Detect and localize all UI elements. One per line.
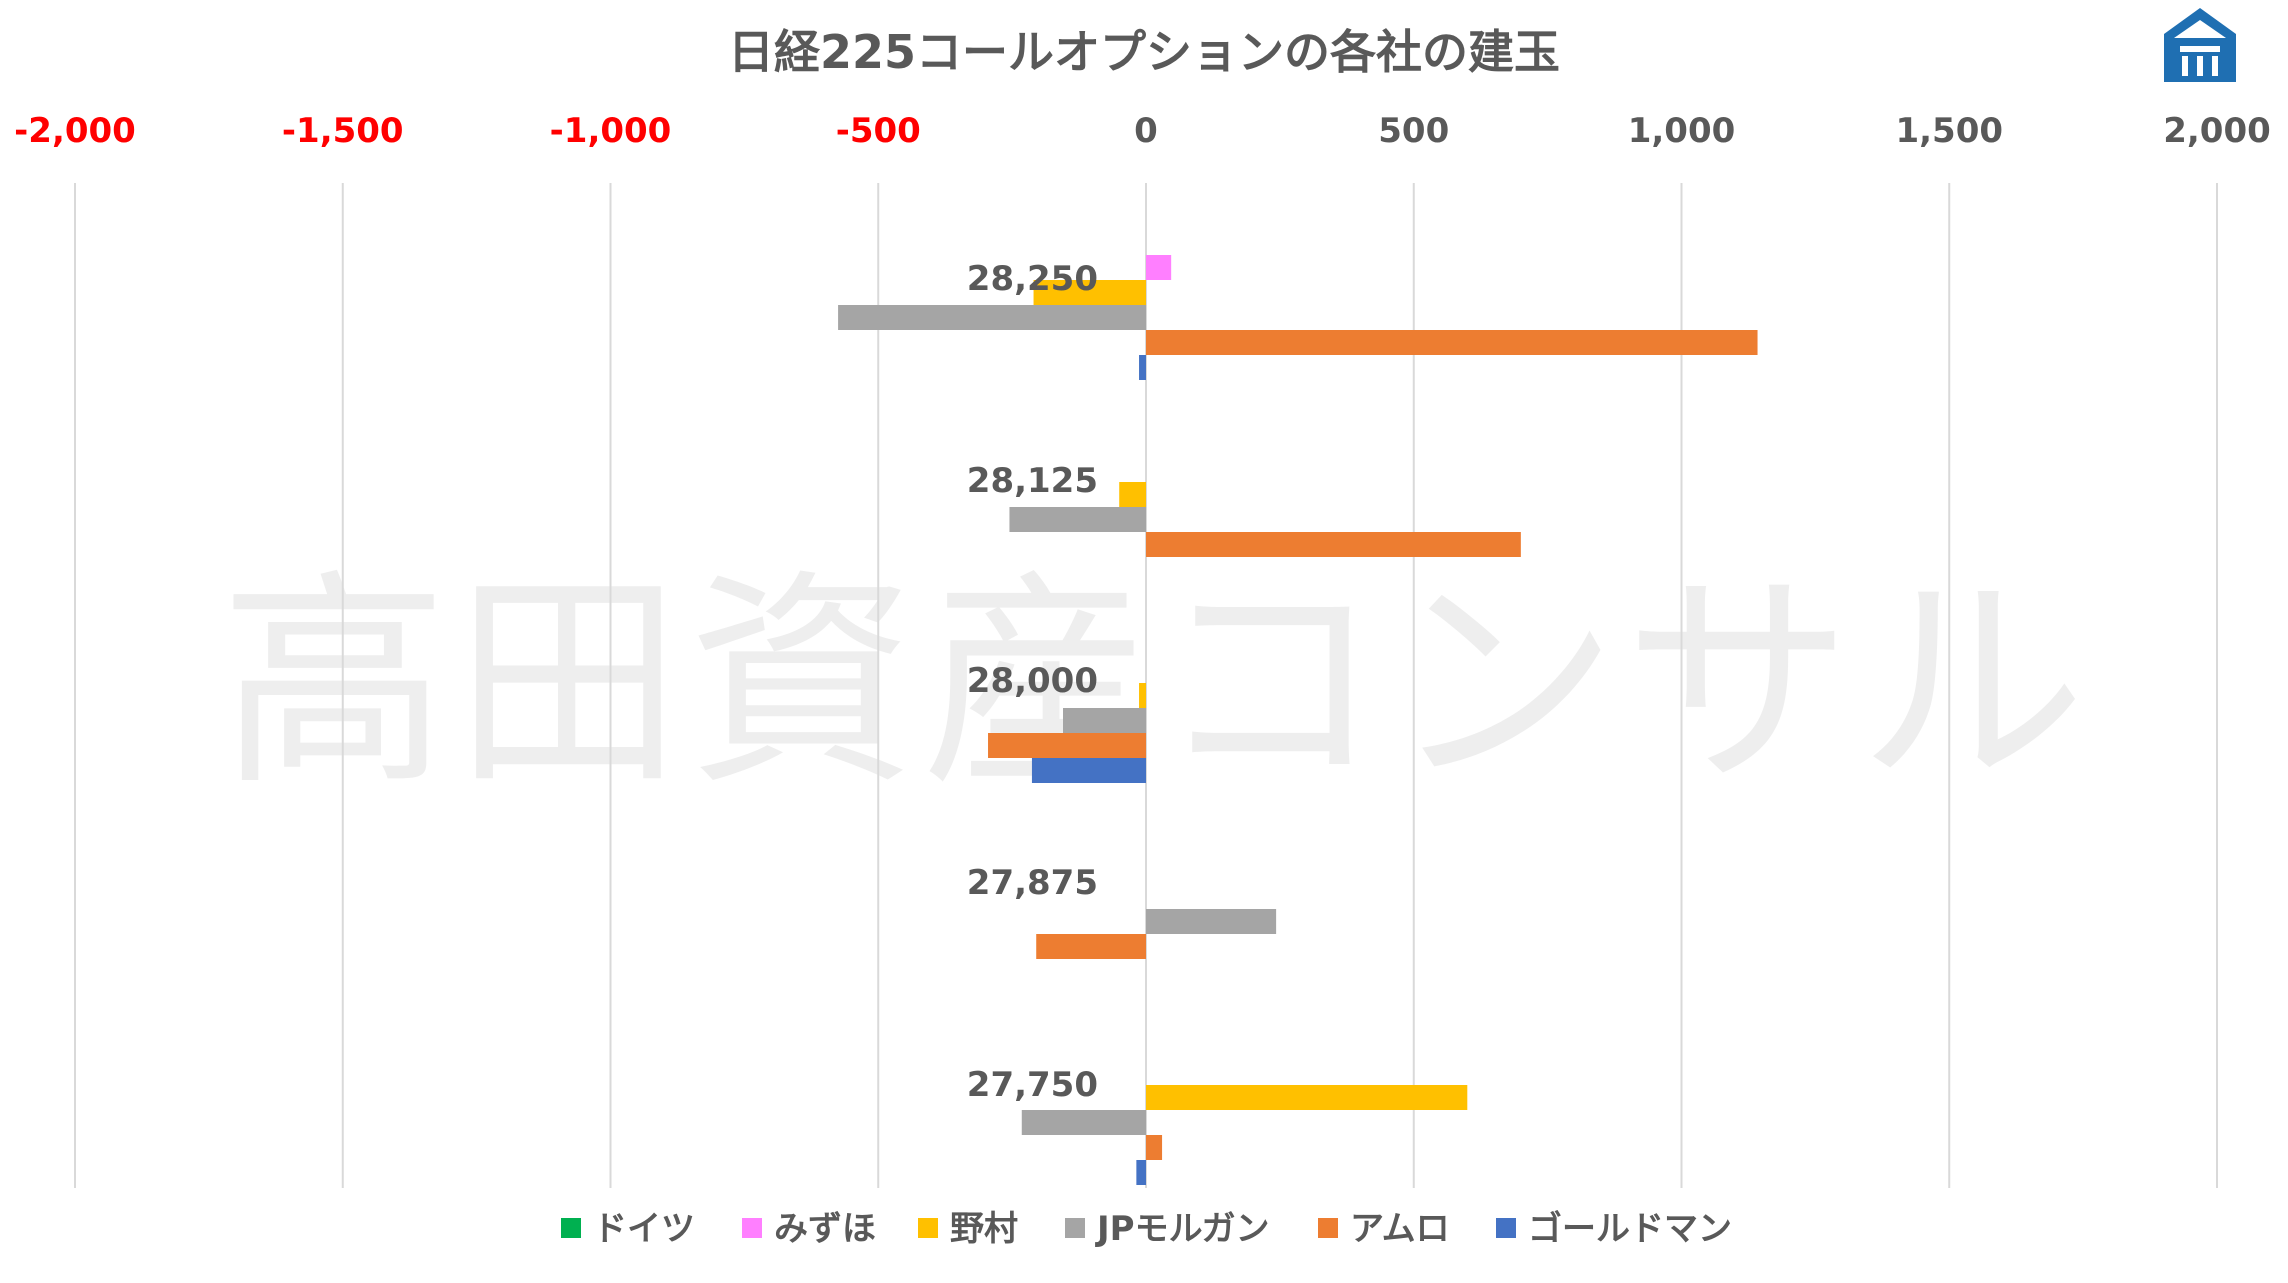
bar-0-5 — [1139, 355, 1146, 380]
category-label-0: 28,250 — [967, 259, 1098, 299]
chart-title: 日経225コールオプションの各社の建玉 — [728, 25, 1560, 79]
x-tick-label-4: 0 — [1134, 111, 1158, 151]
legend-swatch-3 — [1065, 1218, 1085, 1238]
bar-2-4 — [988, 733, 1146, 758]
watermark-text: 高田資産コンサル — [220, 550, 2092, 816]
logo-bar — [2180, 46, 2220, 52]
x-tick-label-2: -1,000 — [550, 111, 672, 151]
bar-2-3 — [1062, 708, 1146, 733]
bar-3-4 — [1036, 934, 1146, 959]
legend-label-0: ドイツ — [593, 1209, 695, 1249]
legend-swatch-0 — [561, 1218, 581, 1238]
legend: ドイツ みずほ 野村 JPモルガン アムロ ゴールドマン — [561, 1209, 1732, 1249]
roof-highlight — [2174, 20, 2226, 38]
bars — [838, 255, 1758, 1185]
bar-0-1 — [1146, 255, 1172, 280]
bar-1-3 — [1009, 507, 1146, 532]
bar-4-5 — [1136, 1160, 1146, 1185]
legend-label-3: JPモルガン — [1095, 1209, 1270, 1249]
bar-0-3 — [838, 305, 1146, 330]
logo-pillar-left — [2182, 56, 2188, 76]
category-label-3: 27,875 — [967, 863, 1098, 903]
bar-3-3 — [1146, 909, 1277, 934]
x-tick-label-3: -500 — [836, 111, 921, 151]
legend-label-2: 野村 — [950, 1209, 1018, 1249]
legend-swatch-2 — [918, 1218, 938, 1238]
category-label-4: 27,750 — [967, 1065, 1098, 1105]
bar-1-4 — [1146, 532, 1521, 557]
legend-label-1: みずほ — [774, 1209, 876, 1249]
category-label-1: 28,125 — [967, 461, 1098, 501]
logo-pillar-mid — [2197, 56, 2203, 76]
x-tick-label-1: -1,500 — [282, 111, 404, 151]
bar-1-2 — [1119, 482, 1146, 507]
category-label-2: 28,000 — [967, 661, 1098, 701]
legend-swatch-4 — [1318, 1218, 1338, 1238]
legend-swatch-5 — [1496, 1218, 1516, 1238]
x-tick-label-5: 500 — [1378, 111, 1449, 151]
legend-label-5: ゴールドマン — [1528, 1209, 1732, 1249]
bar-0-2 — [1033, 280, 1146, 305]
x-tick-label-7: 1,500 — [1895, 111, 2003, 151]
legend-swatch-1 — [742, 1218, 762, 1238]
brand-logo — [2164, 8, 2236, 82]
bar-4-4 — [1146, 1135, 1163, 1160]
category-labels: 28,250 28,125 28,000 27,875 27,750 — [967, 259, 1098, 1105]
bar-2-2 — [1139, 683, 1146, 708]
x-tick-label-0: -2,000 — [14, 111, 136, 151]
x-tick-label-8: 2,000 — [2163, 111, 2271, 151]
bar-0-4 — [1146, 330, 1758, 355]
bar-4-2 — [1146, 1085, 1468, 1110]
logo-pillar-right — [2212, 56, 2218, 76]
bar-4-3 — [1021, 1110, 1146, 1135]
x-axis-ticks: -2,000 -1,500 -1,000 -500 0 500 1,000 1,500 2,00… — [14, 111, 2271, 151]
legend-label-4: アムロ — [1350, 1209, 1450, 1249]
x-tick-label-6: 1,000 — [1628, 111, 1736, 151]
bar-2-5 — [1031, 758, 1146, 783]
